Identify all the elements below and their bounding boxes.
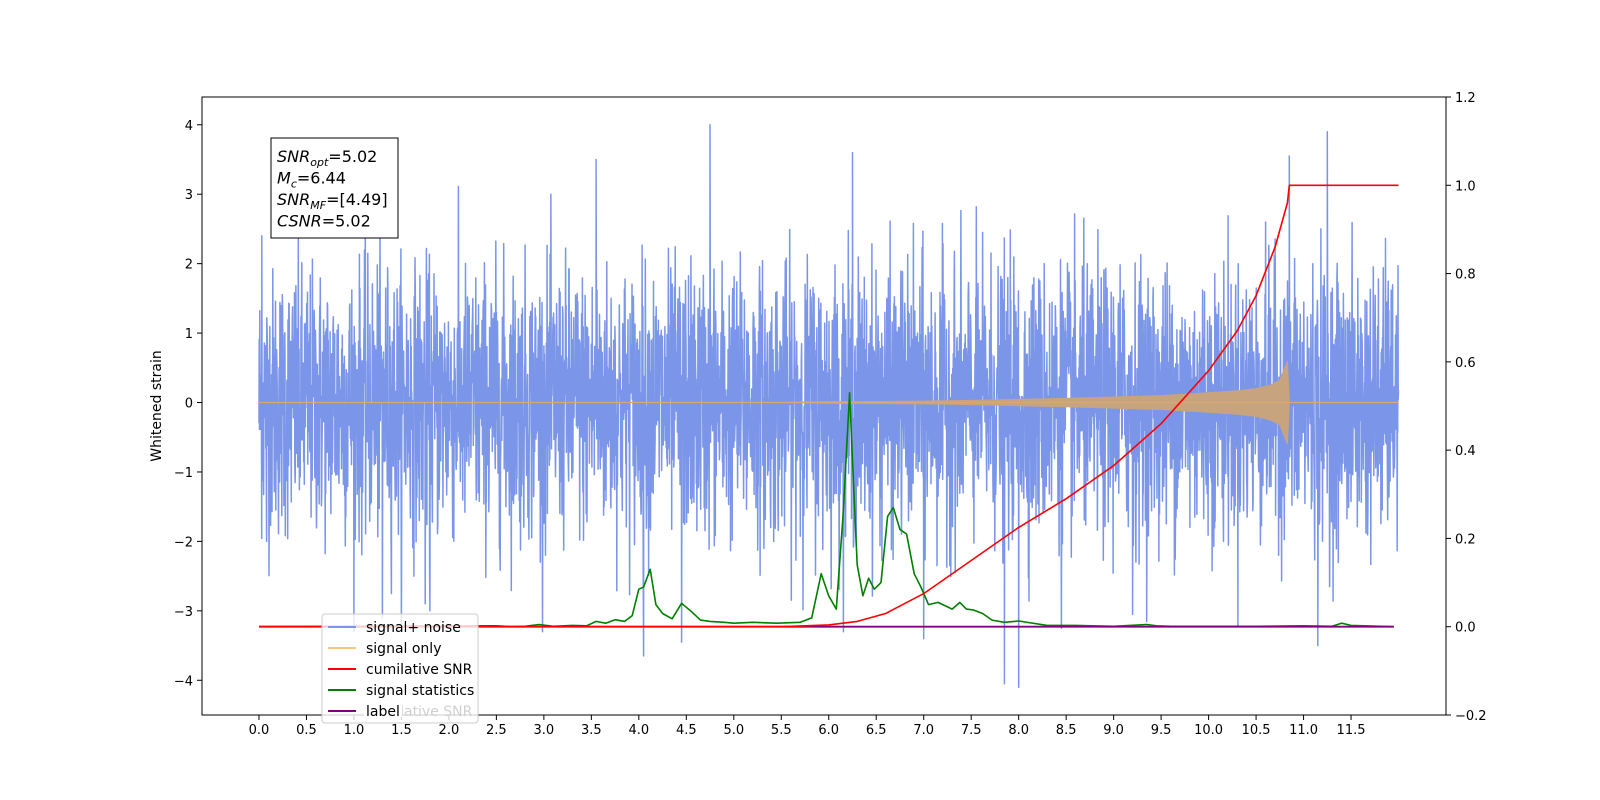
x-tick-label: 1.0 bbox=[344, 723, 365, 738]
legend: signal+ noise signal only cumilative SNR si… bbox=[321, 613, 479, 724]
y-tick-label: −4 bbox=[174, 674, 193, 689]
y-right-tick-label: 1.0 bbox=[1455, 179, 1476, 194]
x-tick-label: 7.0 bbox=[913, 723, 934, 738]
x-tick-label: 7.5 bbox=[961, 723, 982, 738]
y-tick-label: 1 bbox=[185, 327, 193, 342]
x-tick-label: 6.0 bbox=[818, 723, 839, 738]
y-tick-label: −1 bbox=[174, 466, 193, 481]
y-right-tick-label: 0.2 bbox=[1455, 532, 1476, 547]
y-axis-right: −0.2 0.0 0.2 0.4 0.6 0.8 1.0 1.2 bbox=[1446, 91, 1487, 724]
legend-entry-label: label bbox=[366, 704, 400, 720]
x-tick-label: 3.0 bbox=[534, 723, 555, 738]
y-right-tick-label: 0.0 bbox=[1455, 621, 1476, 636]
legend-entry: cumilative SNR bbox=[366, 662, 473, 678]
plot-frame bbox=[201, 96, 1447, 716]
x-tick-label: 11.0 bbox=[1289, 723, 1318, 738]
annotation-line: SNRopt=5.02 bbox=[277, 147, 377, 169]
x-tick-label: 8.0 bbox=[1008, 723, 1029, 738]
y-right-tick-label: 0.4 bbox=[1455, 444, 1476, 459]
annotation-line: SNRMF=[4.49] bbox=[277, 190, 388, 212]
y-right-tick-label: −0.2 bbox=[1455, 709, 1487, 724]
legend-frame bbox=[321, 613, 479, 724]
legend-entry: signal only bbox=[366, 641, 441, 657]
x-tick-label: 8.5 bbox=[1056, 723, 1077, 738]
legend-entry: signal statistics bbox=[366, 683, 474, 699]
x-tick-label: 10.0 bbox=[1194, 723, 1223, 738]
x-axis: 0.0 0.5 1.0 1.5 2.0 2.5 3.0 3.5 4.0 4.5 5.0 5.5 6.0 6… bbox=[249, 715, 1366, 738]
x-tick-label: 11.5 bbox=[1337, 723, 1366, 738]
x-tick-label: 0.5 bbox=[296, 723, 317, 738]
x-tick-label: 1.5 bbox=[391, 723, 412, 738]
y-tick-label: 3 bbox=[185, 188, 193, 203]
y-tick-label: 2 bbox=[185, 258, 193, 273]
legend-entry: signal+ noise bbox=[366, 620, 461, 636]
x-tick-label: 2.5 bbox=[486, 723, 507, 738]
x-tick-label: 6.5 bbox=[866, 723, 887, 738]
y-axis-label: Whitened strain bbox=[149, 350, 165, 461]
series-signal-statistics bbox=[258, 391, 1394, 628]
x-tick-label: 10.5 bbox=[1242, 723, 1271, 738]
x-tick-label: 9.0 bbox=[1103, 723, 1124, 738]
series-signal-only bbox=[258, 360, 1399, 445]
series-cumulative-snr bbox=[259, 184, 1399, 628]
legend-knockout bbox=[364, 701, 402, 717]
signal-statistics-line bbox=[258, 391, 1394, 628]
y-tick-label: −3 bbox=[174, 605, 193, 620]
y-right-tick-label: 1.2 bbox=[1455, 91, 1476, 106]
cumulative-snr-line bbox=[259, 184, 1399, 628]
x-tick-label: 2.0 bbox=[439, 723, 460, 738]
y-tick-label: 4 bbox=[185, 119, 193, 134]
x-tick-label: 4.0 bbox=[628, 723, 649, 738]
x-tick-label: 9.5 bbox=[1151, 723, 1172, 738]
x-tick-label: 5.0 bbox=[723, 723, 744, 738]
annotation-line: Mc=6.44 bbox=[277, 169, 346, 191]
x-tick-label: 5.5 bbox=[771, 723, 792, 738]
y-right-tick-label: 0.8 bbox=[1455, 268, 1476, 283]
y-axis-left: −4 −3 −2 −1 0 1 2 3 4 bbox=[174, 119, 202, 689]
y-tick-label: 0 bbox=[185, 397, 193, 412]
y-right-tick-label: 0.6 bbox=[1455, 356, 1476, 371]
annotation-line: CSNR=5.02 bbox=[277, 212, 371, 231]
x-tick-label: 0.0 bbox=[249, 723, 270, 738]
x-tick-label: 3.5 bbox=[581, 723, 602, 738]
y-tick-label: −2 bbox=[174, 535, 193, 550]
x-tick-label: 4.5 bbox=[676, 723, 697, 738]
